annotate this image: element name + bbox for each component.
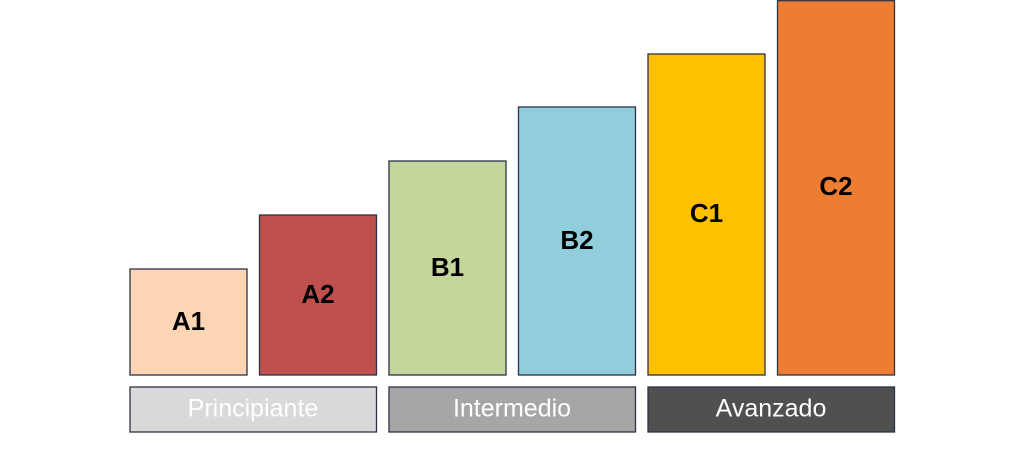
group-box [388, 386, 637, 433]
level-label: A1 [172, 306, 205, 336]
level-label: B1 [431, 252, 464, 282]
level-bar [517, 106, 637, 376]
level-label: C2 [819, 171, 852, 201]
level-bar [647, 53, 766, 376]
level-label: B2 [560, 225, 593, 255]
level-bar [388, 160, 507, 376]
level-bar [258, 214, 378, 376]
group-box [647, 386, 896, 433]
level-bar [776, 0, 896, 376]
level-label: A2 [301, 279, 334, 309]
group-label: Avanzado [716, 395, 827, 423]
level-bars: A1 A2 B1 B2 C1 C2 [129, 0, 896, 376]
level-bar [129, 268, 248, 376]
group-label: Principiante [188, 395, 319, 423]
group-label: Intermedio [453, 395, 571, 423]
group-box [129, 386, 378, 433]
group-boxes: Principiante Intermedio Avanzado [129, 386, 896, 433]
level-label: C1 [690, 198, 723, 228]
